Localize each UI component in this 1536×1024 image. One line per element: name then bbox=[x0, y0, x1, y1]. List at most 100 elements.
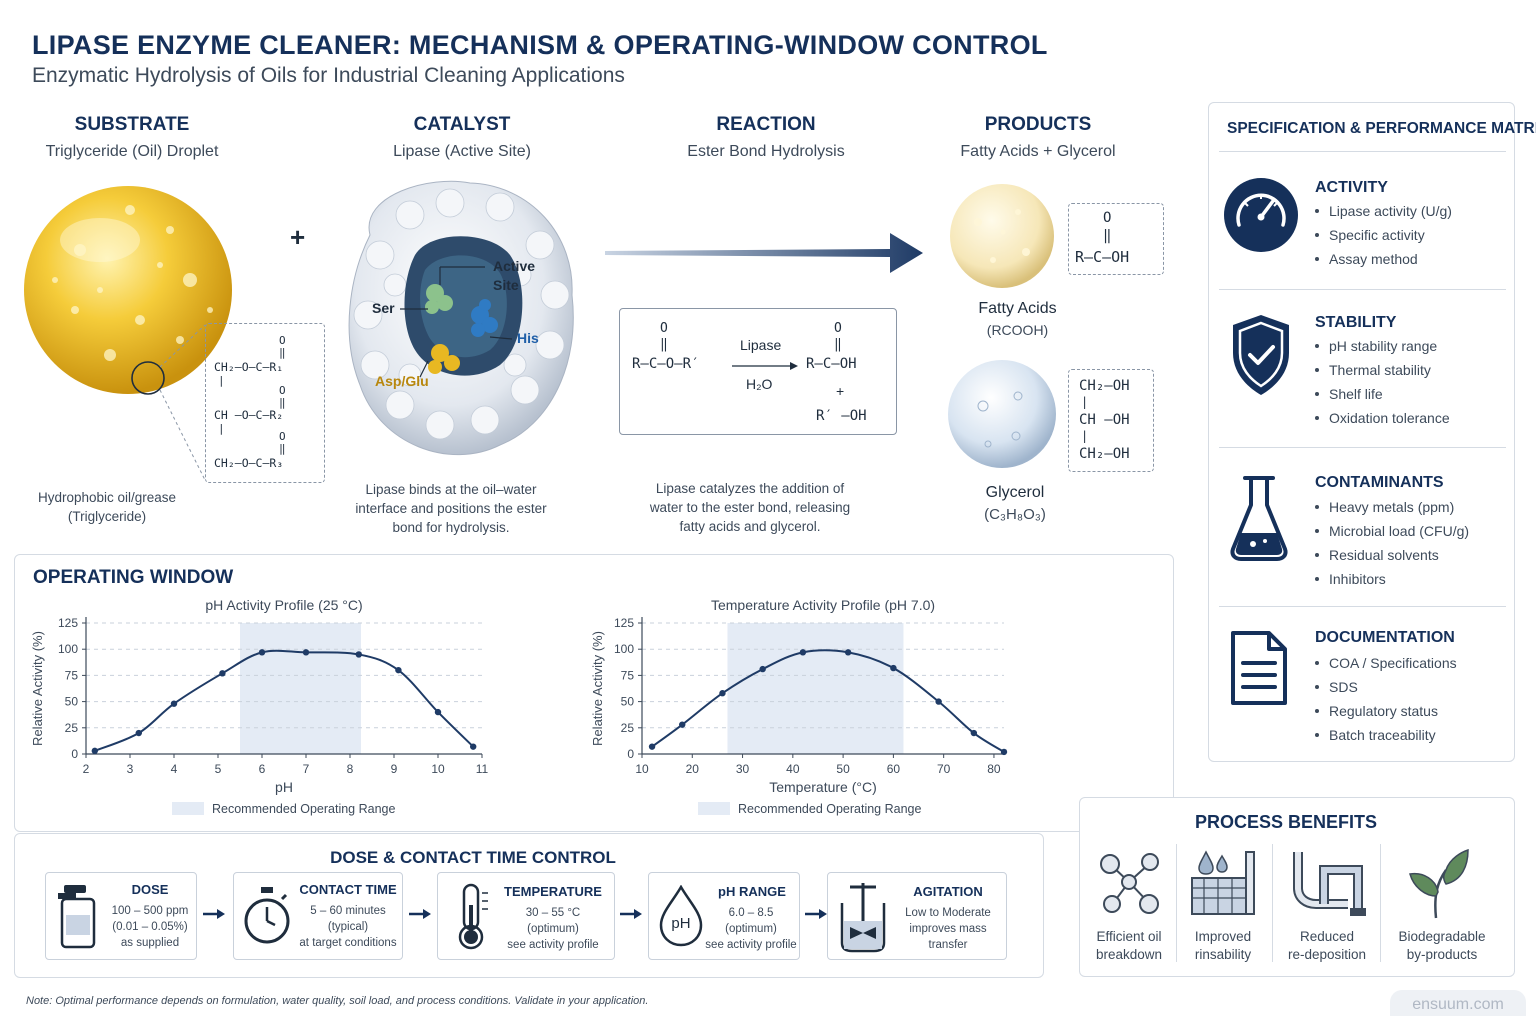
data-point bbox=[1000, 748, 1008, 756]
list-item: Residual solvents bbox=[1315, 543, 1469, 567]
catalyst-caption: Lipase binds at the oil–water interface … bbox=[355, 482, 547, 535]
catalyst-subheading: Lipase (Active Site) bbox=[393, 143, 531, 160]
x-tick-label: 11 bbox=[476, 762, 489, 776]
list-item: Thermal stability bbox=[1315, 358, 1450, 382]
data-point bbox=[970, 729, 978, 737]
ph-range-title: pH RANGE bbox=[718, 884, 786, 899]
data-point bbox=[135, 729, 142, 737]
x-tick-label: 80 bbox=[987, 762, 1001, 776]
gly-bar-2: | bbox=[1081, 429, 1089, 443]
y-tick-label: 100 bbox=[58, 642, 78, 656]
benefit-redeposition-label: Reduced re-deposition bbox=[1287, 929, 1367, 962]
agitator-icon bbox=[840, 883, 886, 953]
formula-row-2: CH —O—C—R₂ bbox=[214, 408, 284, 422]
spec-stability-heading: STABILITY bbox=[1315, 314, 1397, 331]
agitation-title: AGITATION bbox=[913, 884, 983, 899]
list-item: Oxidation tolerance bbox=[1315, 406, 1450, 430]
recommended-range-band bbox=[240, 623, 361, 754]
data-point bbox=[759, 665, 766, 673]
y-tick-label: 50 bbox=[621, 695, 635, 709]
document-icon bbox=[1231, 631, 1287, 705]
reaction-heading: REACTION bbox=[716, 114, 816, 135]
dose-contact-title: DOSE & CONTACT TIME CONTROL bbox=[330, 848, 616, 867]
data-point bbox=[302, 649, 310, 656]
gly-bar-1: | bbox=[1081, 395, 1089, 409]
gly-row-1: CH₂—OH bbox=[1079, 378, 1130, 394]
plus-sign: + bbox=[290, 222, 306, 252]
x-tick-label: 6 bbox=[259, 762, 266, 776]
temperature-title: TEMPERATURE bbox=[504, 884, 602, 899]
process-benefits-title: PROCESS BENEFITS bbox=[1194, 812, 1378, 832]
formula-bar-2: | bbox=[218, 422, 225, 435]
footer-note: Note: Optimal performance depends on for… bbox=[26, 995, 649, 1007]
y-tick-label: 125 bbox=[58, 616, 78, 630]
triglyceride-formula-box: O ‖ CH₂—O—C—R₁ | O ‖ CH —O—C—R₂ | O ‖ CH… bbox=[205, 323, 325, 483]
eq-plus: + bbox=[836, 383, 845, 399]
rinse-icon bbox=[1191, 850, 1255, 915]
temperature-line: (optimum) bbox=[527, 923, 579, 935]
reaction-arrow bbox=[605, 233, 923, 273]
eq-dbl-left: ‖ bbox=[660, 337, 668, 352]
list-item: pH stability range bbox=[1315, 334, 1450, 358]
x-tick-label: 30 bbox=[736, 762, 750, 776]
contact-time-step: CONTACT TIME 5 – 60 minutes (typical) at… bbox=[233, 872, 403, 960]
data-point bbox=[679, 721, 686, 728]
ph-range-line: 6.0 – 8.5 bbox=[728, 907, 774, 919]
agitation-line: improves mass bbox=[909, 923, 987, 935]
activity-curve bbox=[94, 649, 474, 752]
spec-matrix-title: SPECIFICATION & PERFORMANCE MATRIX bbox=[1227, 120, 1536, 137]
gauge-icon bbox=[1224, 178, 1298, 252]
fatty-acids-formula: (RCOOH) bbox=[986, 322, 1049, 338]
glycerol-droplet bbox=[948, 360, 1056, 468]
list-item: Inhibitors bbox=[1315, 567, 1469, 591]
data-point bbox=[258, 649, 266, 656]
agitation-line: transfer bbox=[928, 939, 968, 951]
eq-arrow bbox=[732, 362, 798, 370]
fatty-acid-droplet bbox=[950, 184, 1054, 288]
data-point bbox=[91, 747, 99, 755]
data-point bbox=[434, 708, 442, 716]
formula-double-bond-2: ‖ bbox=[279, 396, 286, 409]
spec-contaminants-heading: CONTAMINANTS bbox=[1315, 474, 1444, 491]
reaction-subheading: Ester Bond Hydrolysis bbox=[687, 143, 845, 160]
shield-check-icon bbox=[1233, 315, 1289, 395]
x-tick-label: 40 bbox=[786, 762, 800, 776]
temperature-activity-chart: Temperature Activity Profile (pH 7.0) 0 25… bbox=[590, 597, 1008, 816]
page-title: LIPASE ENZYME CLEANER: MECHANISM & OPERA… bbox=[32, 30, 1048, 60]
container-icon bbox=[58, 885, 96, 949]
ph-drop-label: pH bbox=[671, 915, 691, 932]
fa-o: O bbox=[1103, 210, 1112, 226]
eq-o-left: O bbox=[660, 321, 668, 336]
formula-o-1: O bbox=[279, 334, 286, 347]
data-point bbox=[355, 651, 362, 658]
pipes-icon bbox=[1293, 852, 1366, 916]
contact-time-line: at target conditions bbox=[299, 937, 397, 949]
glycerol-structure-box: CH₂—OH | CH —OH | CH₂—OH bbox=[1068, 369, 1154, 472]
spec-documentation-list: COA / Specifications SDS Regulatory stat… bbox=[1315, 651, 1457, 747]
data-point bbox=[170, 700, 178, 707]
flask-icon bbox=[1230, 476, 1288, 561]
ser-label: Ser bbox=[372, 300, 395, 316]
step-arrow-1 bbox=[203, 909, 225, 919]
formula-double-bond-1: ‖ bbox=[279, 346, 286, 359]
gly-row-3: CH₂—OH bbox=[1079, 446, 1130, 462]
y-axis-label: Relative Activity (%) bbox=[590, 631, 605, 746]
data-point bbox=[844, 649, 852, 656]
chart-title: pH Activity Profile (25 °C) bbox=[205, 597, 362, 613]
dose-step: DOSE 100 – 500 ppm (0.01 – 0.05%) as sup… bbox=[45, 872, 197, 960]
recommended-range-band bbox=[727, 623, 904, 754]
eq-alcohol: R′ —OH bbox=[816, 408, 867, 424]
y-tick-label: 75 bbox=[65, 668, 79, 682]
temperature-step: TEMPERATURE 30 – 55 °C (optimum) see act… bbox=[437, 872, 615, 960]
y-tick-label: 50 bbox=[65, 695, 79, 709]
temperature-line: 30 – 55 °C bbox=[525, 907, 581, 919]
y-tick-label: 75 bbox=[621, 668, 635, 682]
eq-water-label: H₂O bbox=[746, 376, 773, 392]
glycerol-name: Glycerol bbox=[985, 484, 1045, 501]
ph-drop-icon bbox=[659, 885, 703, 947]
list-item: Assay method bbox=[1315, 247, 1452, 271]
legend-label: Recommended Operating Range bbox=[738, 802, 921, 816]
list-item: Regulatory status bbox=[1315, 699, 1457, 723]
y-tick-label: 25 bbox=[65, 721, 79, 735]
list-item: Batch traceability bbox=[1315, 723, 1457, 747]
